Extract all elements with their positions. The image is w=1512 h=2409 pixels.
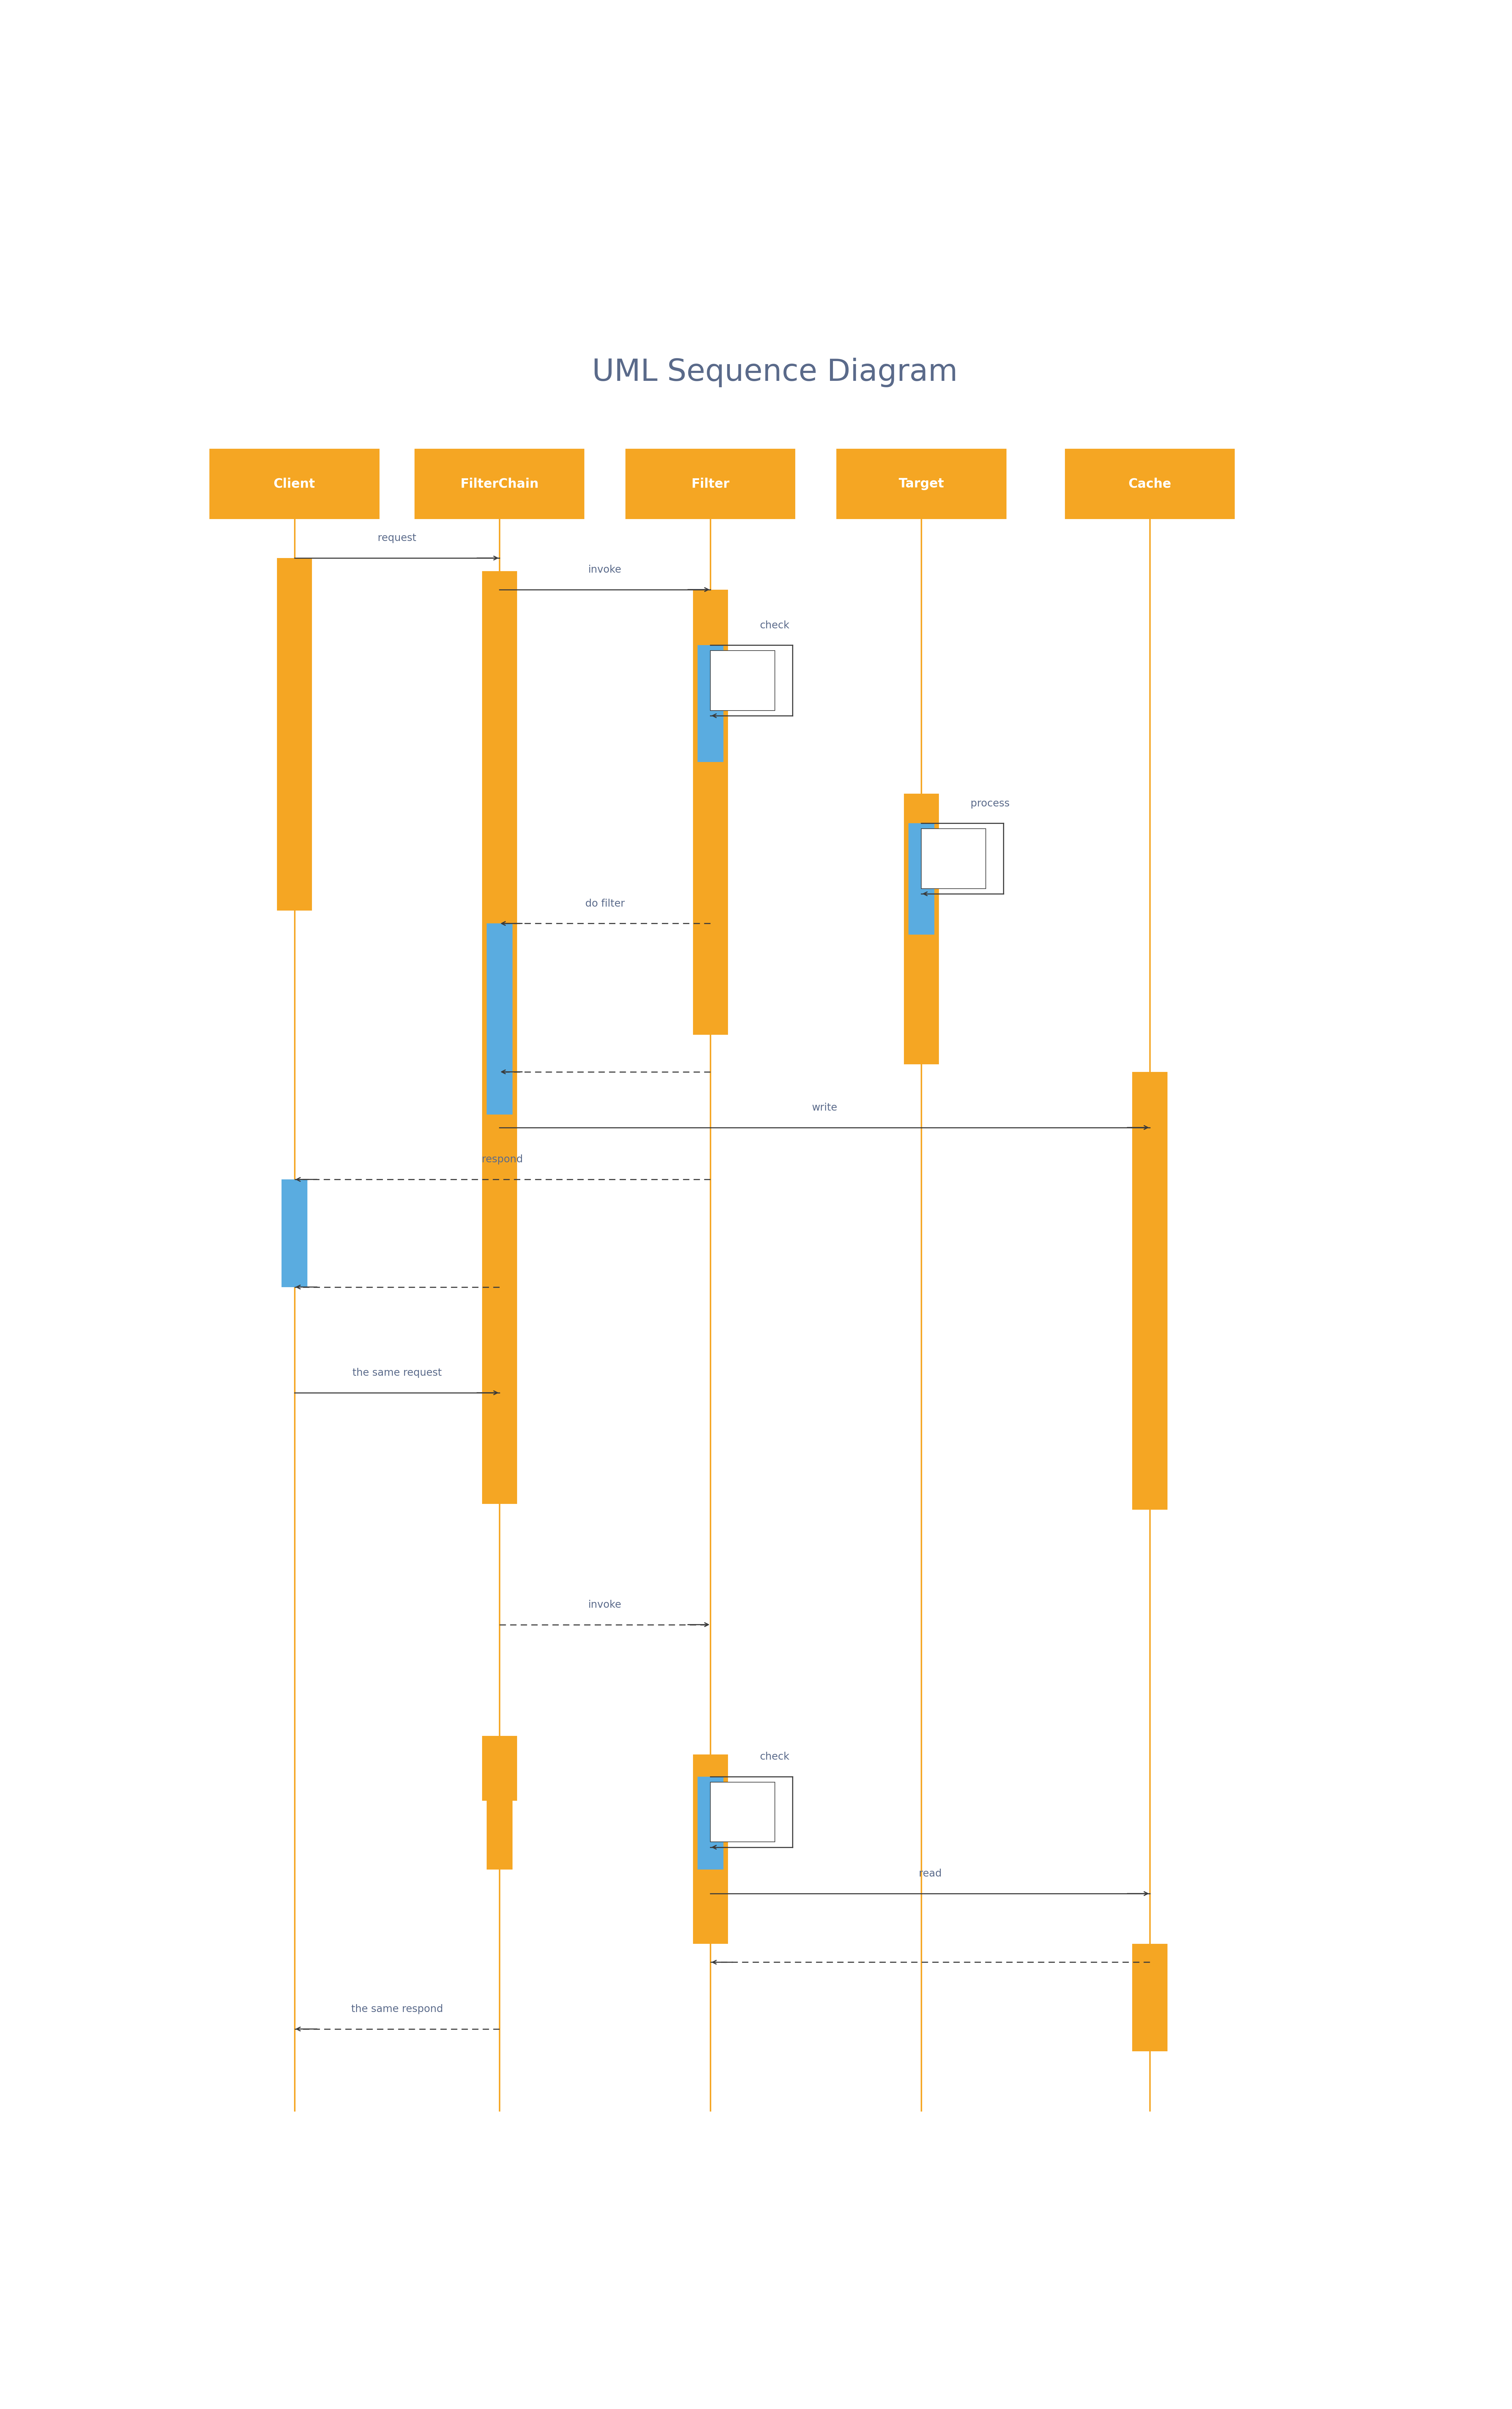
Text: invoke: invoke — [588, 1600, 621, 1609]
Text: request: request — [378, 532, 416, 542]
Bar — [1064, 448, 1235, 518]
Bar — [487, 923, 513, 1115]
Text: read: read — [919, 1869, 942, 1879]
Bar — [277, 559, 311, 911]
Text: do filter: do filter — [585, 899, 624, 908]
Text: Filter: Filter — [691, 477, 730, 491]
Text: the same respond: the same respond — [351, 2004, 443, 2014]
Bar — [487, 1802, 513, 1869]
Text: check: check — [759, 1751, 789, 1761]
Text: UML Sequence Diagram: UML Sequence Diagram — [593, 359, 957, 388]
Bar — [909, 824, 934, 935]
Text: check: check — [759, 622, 789, 631]
Text: Target: Target — [898, 477, 943, 491]
Text: FilterChain: FilterChain — [460, 477, 538, 491]
Bar — [281, 1180, 307, 1286]
Bar — [904, 793, 939, 1065]
Bar — [626, 448, 795, 518]
Text: write: write — [812, 1103, 838, 1113]
Bar — [482, 571, 517, 1503]
Text: respond: respond — [482, 1154, 523, 1164]
Bar — [1132, 1944, 1167, 2050]
Bar — [697, 1778, 723, 1869]
Bar — [711, 650, 774, 711]
Bar — [921, 829, 986, 889]
Bar — [692, 1754, 727, 1944]
Bar — [210, 448, 380, 518]
Bar — [697, 646, 723, 761]
Text: the same request: the same request — [352, 1368, 442, 1378]
Text: process: process — [971, 797, 1010, 809]
Bar — [836, 448, 1007, 518]
Text: invoke: invoke — [588, 564, 621, 576]
Bar — [414, 448, 585, 518]
Bar — [1132, 1072, 1167, 1510]
Bar — [482, 1737, 517, 1802]
Bar — [711, 1783, 774, 1843]
Bar — [692, 590, 727, 1036]
Text: Client: Client — [274, 477, 316, 491]
Text: Cache: Cache — [1128, 477, 1172, 491]
